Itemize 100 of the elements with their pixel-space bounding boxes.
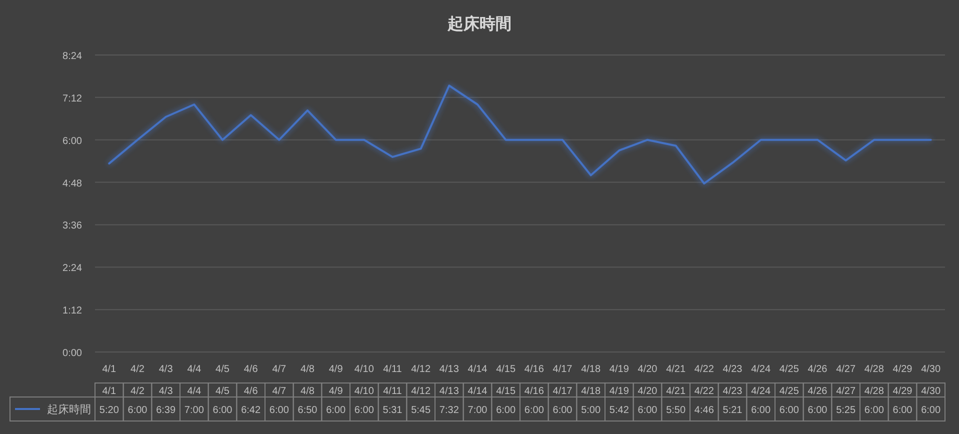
category-label: 4/2: [130, 386, 144, 397]
x-tick-label: 4/30: [921, 364, 941, 375]
y-tick-label: 3:36: [62, 220, 82, 232]
x-tick-label: 4/19: [609, 364, 630, 375]
data-label: 6:00: [751, 405, 771, 416]
data-label: 6:00: [638, 405, 658, 416]
x-tick-label: 4/13: [439, 364, 460, 375]
category-label: 4/28: [864, 386, 884, 397]
category-label: 4/8: [300, 386, 314, 397]
category-label: 4/23: [722, 386, 742, 397]
x-tick-label: 4/27: [836, 364, 856, 375]
data-label: 6:00: [552, 405, 573, 416]
x-tick-label: 4/23: [722, 364, 743, 375]
category-label: 4/29: [892, 386, 912, 397]
category-label: 4/6: [244, 386, 258, 397]
category-label: 4/17: [552, 386, 572, 397]
x-tick-label: 4/22: [694, 364, 714, 375]
x-tick-label: 4/25: [779, 364, 800, 375]
x-tick-label: 4/11: [383, 364, 402, 375]
data-label: 6:00: [921, 405, 941, 416]
data-label: 6:00: [269, 405, 290, 416]
category-label: 4/10: [354, 386, 374, 397]
x-tick-label: 4/1: [102, 364, 117, 375]
category-label: 4/20: [638, 386, 658, 397]
x-tick-label: 4/15: [496, 364, 516, 375]
x-tick-label: 4/5: [216, 364, 230, 375]
x-tick-label: 4/9: [328, 364, 344, 375]
data-label: 6:50: [298, 405, 318, 416]
x-tick-label: 4/14: [468, 364, 488, 375]
data-label: 5:25: [836, 405, 856, 416]
category-label: 4/19: [609, 386, 629, 397]
x-tick-label: 4/3: [158, 364, 174, 375]
x-tick-label: 4/12: [411, 364, 431, 375]
data-label: 6:00: [524, 405, 544, 416]
category-label: 4/18: [581, 386, 601, 397]
y-tick-label: 7:12: [62, 93, 82, 104]
category-label: 4/22: [694, 386, 714, 397]
category-label: 4/5: [216, 386, 230, 397]
x-tick-label: 4/6: [244, 364, 258, 375]
category-label: 4/26: [808, 386, 828, 397]
x-tick-label: 4/7: [272, 364, 287, 375]
category-label: 4/12: [411, 386, 431, 397]
x-tick-label: 4/10: [354, 364, 374, 375]
category-label: 4/9: [328, 386, 343, 397]
x-tick-label: 4/4: [187, 364, 202, 375]
data-label: 6:00: [212, 405, 233, 416]
data-label: 5:42: [609, 405, 630, 416]
data-label: 7:32: [439, 405, 460, 416]
data-label: 6:42: [241, 405, 261, 416]
category-label: 4/16: [524, 386, 544, 397]
data-label: 5:20: [99, 405, 120, 416]
category-label: 4/14: [468, 386, 488, 397]
category-label: 4/30: [921, 386, 941, 397]
x-tick-label: 4/16: [524, 364, 544, 375]
category-label: 4/1: [102, 386, 116, 397]
y-tick-label: 4:48: [62, 178, 82, 190]
category-label: 4/3: [158, 386, 173, 397]
y-tick-label: 8:24: [62, 51, 82, 62]
data-label: 5:31: [382, 405, 403, 416]
data-label: 6:00: [808, 405, 828, 416]
data-label: 5:45: [411, 405, 431, 416]
category-label: 4/21: [666, 386, 686, 397]
data-label: 5:50: [666, 405, 686, 416]
x-tick-label: 4/29: [892, 364, 913, 375]
category-label: 4/4: [187, 386, 202, 397]
data-label: 6:00: [779, 405, 800, 416]
line-series: [108, 84, 932, 184]
y-tick-label: 1:12: [62, 306, 82, 317]
data-label: 7:00: [468, 405, 488, 416]
x-tick-label: 4/17: [552, 364, 573, 375]
x-tick-label: 4/21: [666, 364, 686, 375]
data-label: 7:00: [184, 405, 204, 416]
data-label: 6:00: [496, 405, 516, 416]
data-label: 6:00: [354, 405, 374, 416]
x-tick-label: 4/28: [864, 364, 884, 375]
data-label: 4:46: [694, 405, 714, 416]
data-label: 6:00: [128, 405, 148, 416]
x-tick-label: 4/24: [751, 364, 771, 375]
chart-title: 起床時間: [446, 15, 512, 33]
x-tick-label: 4/26: [808, 364, 828, 375]
category-label: 4/13: [439, 386, 459, 397]
y-tick-label: 2:24: [62, 263, 82, 274]
data-label: 5:21: [722, 405, 743, 416]
data-label: 6:00: [326, 405, 346, 416]
y-tick-label: 0:00: [62, 348, 82, 359]
x-tick-label: 4/18: [581, 364, 601, 375]
category-label: 4/11: [383, 386, 402, 397]
data-label: 6:39: [156, 405, 176, 416]
category-label: 4/24: [751, 386, 771, 397]
category-label: 4/25: [779, 386, 799, 397]
category-label: 4/15: [496, 386, 516, 397]
y-tick-label: 6:00: [62, 136, 82, 147]
x-tick-label: 4/20: [638, 364, 658, 375]
data-label: 6:00: [864, 405, 884, 416]
legend-label: 起床時間: [47, 403, 91, 416]
data-label: 6:00: [892, 405, 913, 416]
category-label: 4/27: [836, 386, 856, 397]
x-tick-label: 4/2: [130, 364, 145, 375]
data-label: 5:00: [581, 405, 601, 416]
x-tick-label: 4/8: [300, 364, 315, 375]
